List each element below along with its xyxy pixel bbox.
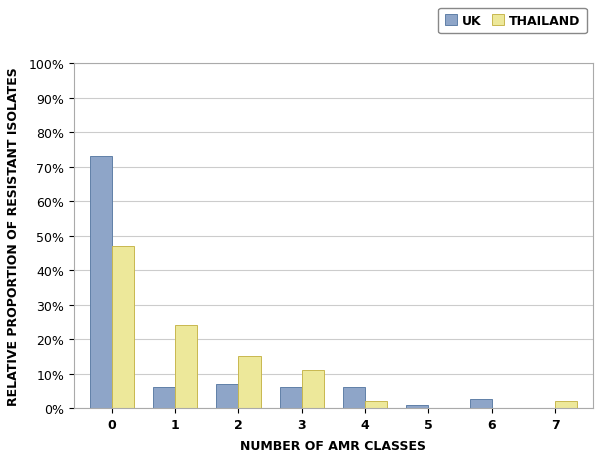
Bar — [238, 357, 260, 408]
Bar — [470, 399, 492, 408]
Bar — [175, 325, 197, 408]
Bar — [153, 387, 175, 408]
Bar — [280, 387, 302, 408]
Bar — [90, 157, 112, 408]
X-axis label: NUMBER OF AMR CLASSES: NUMBER OF AMR CLASSES — [241, 439, 427, 452]
Bar — [217, 384, 238, 408]
Bar — [406, 405, 428, 408]
Bar — [112, 246, 134, 408]
Y-axis label: RELATIVE PROPORTION OF RESISTANT ISOLATES: RELATIVE PROPORTION OF RESISTANT ISOLATE… — [7, 67, 20, 405]
Bar — [365, 401, 387, 408]
Legend: UK, THAILAND: UK, THAILAND — [439, 9, 587, 34]
Bar — [343, 387, 365, 408]
Bar — [302, 370, 324, 408]
Bar — [555, 401, 577, 408]
